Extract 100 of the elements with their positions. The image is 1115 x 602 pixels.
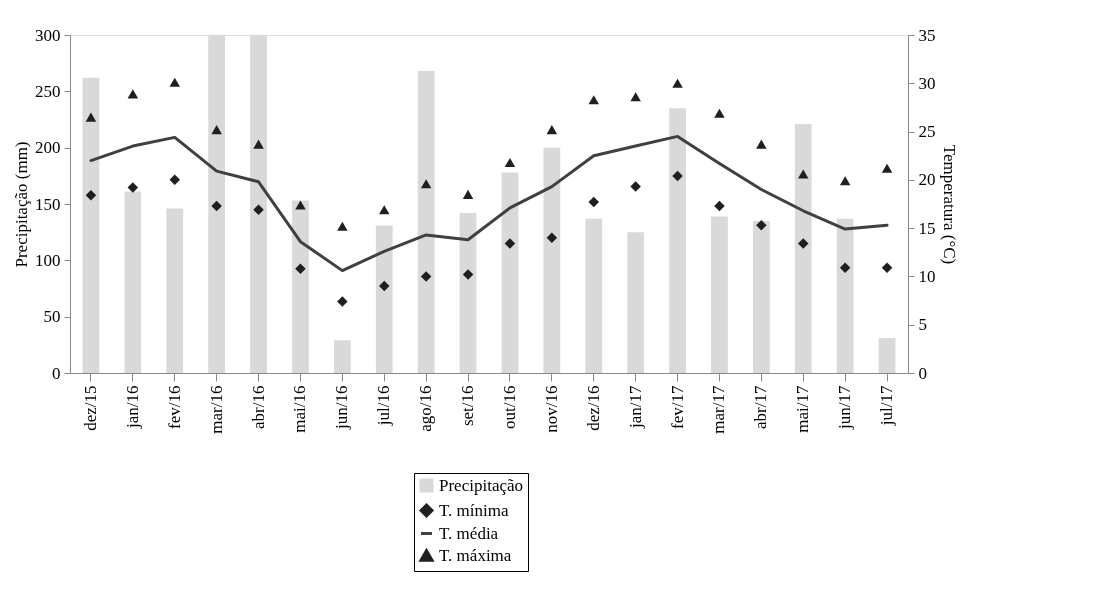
point: [379, 280, 390, 292]
point: [462, 269, 474, 280]
point: [839, 176, 851, 186]
point: [630, 181, 641, 192]
bar: [711, 216, 728, 373]
x-tick-label: nov/16: [541, 385, 561, 433]
bar: [794, 124, 812, 373]
x-tick-label: jan/17: [625, 385, 645, 429]
point: [379, 205, 390, 215]
y2-axis-title: Temperatura (°C): [939, 144, 959, 265]
x-tick-label: jan/16: [122, 385, 142, 429]
line-series: [89, 134, 889, 273]
point: [714, 108, 725, 118]
y-tick-label: 200: [35, 138, 61, 158]
legend-label: T. mínima: [439, 500, 510, 520]
point: [588, 196, 599, 208]
x-tick-label: fev/16: [164, 385, 184, 429]
point: [839, 262, 851, 273]
bar: [166, 208, 184, 373]
x-tick-label: ago/16: [416, 385, 436, 432]
x-tick-label: jul/17: [877, 385, 897, 427]
x-tick-label: mar/17: [709, 385, 729, 434]
bar: [543, 147, 561, 373]
point: [85, 112, 97, 122]
point: [798, 169, 809, 179]
x-tick-label: jun/16: [332, 385, 352, 430]
legend-label: T. máxima: [439, 545, 512, 565]
bar: [292, 200, 309, 373]
x-tick-label: fev/17: [667, 385, 687, 429]
bar: [124, 191, 142, 373]
point: [211, 125, 222, 135]
point: [546, 232, 558, 244]
bar: [417, 71, 435, 373]
y2-tick-label: 10: [918, 266, 936, 286]
point: [588, 95, 599, 105]
point: [169, 77, 180, 87]
point: [295, 200, 306, 210]
point: [756, 220, 767, 231]
point: [630, 92, 641, 102]
point: [672, 78, 683, 88]
point: [881, 262, 893, 273]
point: [546, 125, 558, 135]
y2-tick-label: 5: [918, 315, 927, 335]
x-tick-label: jun/17: [835, 385, 855, 430]
x-tick-label: abr/16: [248, 385, 268, 429]
bar: [627, 232, 645, 373]
y-tick-label: 0: [52, 363, 61, 383]
bar: [501, 172, 519, 373]
x-tick-label: dez/15: [80, 385, 100, 431]
x-tick-label: jul/16: [374, 385, 394, 427]
bar: [878, 338, 896, 373]
point: [337, 296, 348, 307]
bar: [585, 218, 603, 373]
y2-tick-label: 35: [918, 25, 936, 45]
y-tick-label: 250: [35, 81, 61, 101]
point: [420, 271, 432, 282]
y-tick-label: 150: [35, 194, 61, 214]
point: [504, 238, 516, 249]
legend-label: T. média: [439, 523, 499, 543]
x-tick-label: out/16: [499, 385, 519, 429]
bar: [752, 220, 770, 373]
point: [504, 157, 516, 168]
point: [672, 170, 683, 182]
x-tick-label: abr/17: [751, 385, 771, 429]
bar: [333, 340, 351, 373]
x-tick-label: mai/17: [793, 385, 813, 433]
x-tick-label: mar/16: [206, 385, 226, 434]
x-tick-label: set/16: [458, 385, 478, 427]
bar: [459, 213, 477, 373]
point: [462, 189, 474, 199]
bar: [669, 108, 686, 373]
y-tick-label: 300: [35, 25, 61, 45]
y2-tick-label: 15: [918, 218, 936, 238]
y2-tick-label: 30: [918, 73, 936, 93]
y-tick-label: 50: [43, 307, 61, 327]
point: [756, 139, 767, 149]
x-tick-label: mai/16: [290, 385, 310, 433]
bar: [375, 225, 393, 373]
point: [211, 200, 222, 212]
point: [85, 190, 97, 201]
x-tick-label: dez/16: [583, 385, 603, 431]
point: [714, 200, 725, 212]
bar: [836, 218, 854, 373]
legend-label: Precipitação: [439, 475, 524, 495]
point: [798, 238, 809, 249]
point: [253, 139, 264, 149]
point: [337, 221, 348, 231]
point: [295, 263, 306, 274]
y-tick-label: 100: [35, 250, 61, 270]
y2-tick-label: 20: [918, 170, 936, 190]
y-axis-title: Precipitação (mm): [12, 141, 31, 268]
point: [881, 163, 893, 173]
y2-tick-label: 0: [918, 363, 927, 383]
point: [127, 89, 139, 99]
point: [169, 174, 180, 186]
point: [253, 204, 264, 216]
point: [127, 182, 139, 193]
bar: [82, 77, 100, 373]
point: [420, 179, 432, 189]
y2-tick-label: 25: [918, 122, 936, 142]
